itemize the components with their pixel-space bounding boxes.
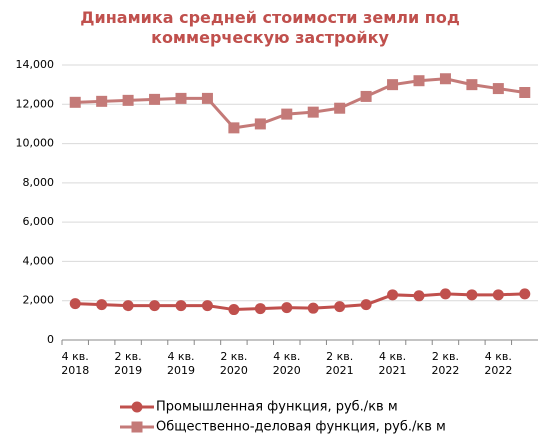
- point: [439, 288, 451, 300]
- point: [334, 301, 346, 313]
- point: [360, 299, 372, 311]
- y-tick-label: 6,000: [23, 215, 55, 228]
- point: [254, 118, 266, 130]
- y-tick-label: 14,000: [16, 58, 55, 71]
- legend-marker: [131, 401, 143, 413]
- y-tick-label: 2,000: [23, 294, 55, 307]
- x-tick-label: 2 кв. 2021: [325, 350, 354, 377]
- point: [413, 290, 425, 302]
- point: [281, 108, 293, 120]
- legend-label: Общественно-деловая функция, руб./кв м: [156, 420, 446, 434]
- point: [175, 92, 187, 104]
- x-tick-label: 4 кв. 2022: [484, 350, 513, 377]
- y-tick-label: 10,000: [16, 137, 55, 150]
- point: [492, 289, 504, 301]
- point: [149, 300, 161, 312]
- point: [254, 303, 266, 315]
- point: [69, 96, 81, 108]
- point: [149, 93, 161, 105]
- point: [228, 122, 240, 134]
- point: [307, 106, 319, 118]
- chart-title: Динамика средней стоимости земли под ком…: [80, 8, 460, 47]
- x-tick-label: 2 кв. 2019: [114, 350, 143, 377]
- point: [492, 83, 504, 95]
- point: [519, 288, 531, 300]
- point: [413, 75, 425, 87]
- point: [519, 87, 531, 98]
- point: [307, 302, 319, 314]
- x-tick-label: 2 кв. 2022: [431, 350, 460, 377]
- point: [175, 300, 187, 312]
- y-tick-label: 4,000: [23, 254, 55, 267]
- legend-marker: [131, 421, 143, 433]
- point: [281, 302, 293, 314]
- point: [360, 90, 372, 102]
- point: [334, 102, 346, 114]
- y-tick-label: 12,000: [16, 97, 55, 110]
- point: [228, 304, 240, 316]
- series-line: [75, 292, 525, 312]
- point: [122, 94, 134, 106]
- point: [201, 92, 213, 104]
- y-tick-label: 8,000: [23, 176, 55, 189]
- series-line: [75, 77, 525, 130]
- point: [387, 289, 399, 301]
- x-tick-label: 4 кв. 2020: [272, 350, 301, 377]
- point: [387, 79, 399, 91]
- point: [96, 95, 108, 107]
- point: [466, 79, 478, 91]
- x-tick-label: 4 кв. 2018: [61, 350, 90, 377]
- point: [96, 299, 108, 311]
- x-tick-label: 2 кв. 2020: [219, 350, 248, 377]
- point: [69, 298, 81, 310]
- point: [466, 289, 478, 301]
- legend-label: Промышленная функция, руб./кв м: [156, 400, 398, 415]
- point: [439, 73, 451, 85]
- x-tick-label: 4 кв. 2019: [167, 350, 195, 377]
- y-tick-label: 0: [47, 333, 54, 346]
- x-tick-label: 4 кв. 2021: [378, 350, 407, 377]
- point: [201, 300, 213, 312]
- point: [122, 300, 134, 312]
